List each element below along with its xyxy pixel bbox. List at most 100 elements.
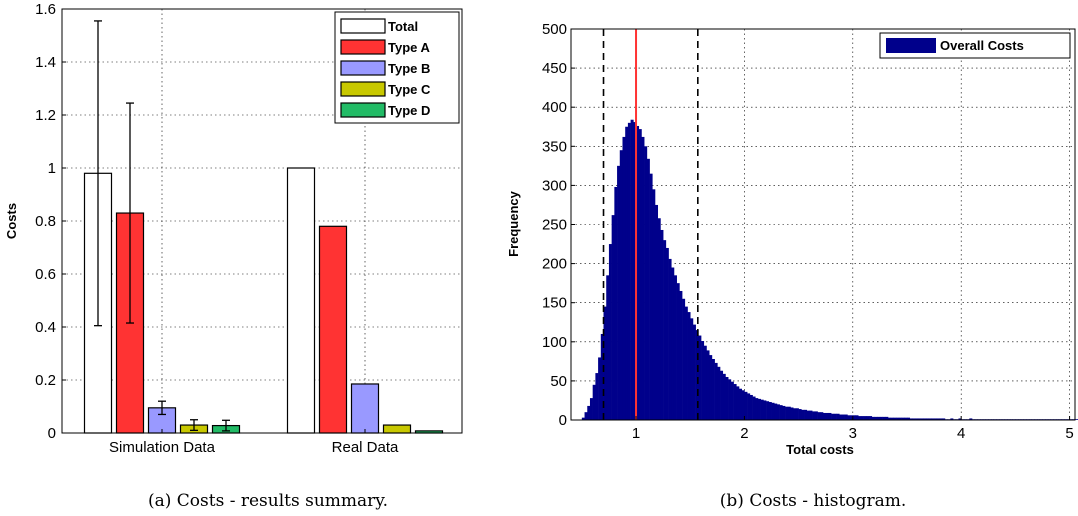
chart-b-bar bbox=[885, 416, 889, 420]
chart-b-bar bbox=[798, 409, 802, 420]
chart-b-bar bbox=[912, 418, 916, 420]
chart-a-y-tick-label: 0.4 bbox=[35, 319, 56, 336]
chart-b-y-tick-label: 100 bbox=[542, 334, 567, 351]
chart-b-bar bbox=[638, 129, 642, 420]
chart-b-bar bbox=[709, 355, 713, 420]
chart-b-bar bbox=[841, 414, 845, 420]
chart-b-bar bbox=[611, 215, 615, 420]
chart-a-legend-swatch bbox=[340, 102, 386, 118]
chart-b-bar bbox=[733, 384, 737, 420]
chart-b-bar bbox=[584, 412, 588, 420]
chart-b-bar bbox=[625, 126, 629, 420]
chart-a-legend-swatch bbox=[340, 81, 386, 97]
chart-a-y-tick-label: 1.2 bbox=[35, 107, 56, 124]
chart-b-bar bbox=[690, 318, 694, 420]
chart-b-bar bbox=[898, 417, 902, 420]
chart-b-bar bbox=[728, 379, 732, 420]
chart-b-bar bbox=[893, 417, 897, 420]
chart-a-y-tick-label: 0.6 bbox=[35, 266, 56, 283]
chart-b-bar bbox=[736, 386, 740, 420]
chart-a-y-tick-label: 0.8 bbox=[35, 213, 56, 230]
chart-b-bar bbox=[730, 381, 734, 420]
chart-b-bar bbox=[608, 244, 612, 420]
chart-b-bar bbox=[749, 394, 753, 420]
chart-b-bar bbox=[646, 158, 650, 420]
chart-b-bar bbox=[655, 204, 659, 420]
chart-b-bar bbox=[627, 122, 631, 420]
chart-b-bar bbox=[869, 416, 873, 420]
chart-b-bar bbox=[860, 416, 864, 420]
chart-a-caption: (a) Costs - results summary. bbox=[148, 491, 388, 511]
chart-a-error-bars bbox=[94, 20, 230, 432]
chart-b-bar bbox=[934, 418, 938, 420]
chart-a-x-tick-label: Real Data bbox=[332, 439, 399, 456]
chart-b-bar bbox=[852, 415, 856, 420]
chart-a-legend-label: Type A bbox=[388, 40, 431, 55]
chart-a-x-ticks: Simulation Data Real Data bbox=[109, 429, 399, 456]
chart-a-y-tick-label: 1.6 bbox=[35, 1, 56, 18]
chart-b-bar bbox=[755, 398, 759, 420]
chart-b-bar bbox=[936, 418, 940, 420]
chart-a-legend-label: Type C bbox=[388, 82, 431, 97]
chart-b-bar bbox=[587, 405, 591, 420]
chart-b-bar bbox=[695, 330, 699, 420]
chart-b-bar bbox=[660, 229, 664, 420]
chart-b-bar bbox=[771, 402, 775, 420]
chart-a-legend-label: Total bbox=[388, 19, 418, 34]
chart-b-bar bbox=[790, 407, 794, 420]
chart-b-bar bbox=[592, 384, 596, 420]
chart-b-bar bbox=[703, 345, 707, 420]
chart-a-y-tick-label: 0 bbox=[48, 425, 56, 442]
chart-b-bar bbox=[907, 417, 911, 420]
chart-b-bar bbox=[671, 267, 675, 420]
chart-b-legend-swatch bbox=[886, 38, 936, 53]
chart-b-bar bbox=[779, 405, 783, 420]
chart-b-bar bbox=[833, 413, 837, 420]
chart-b-bar bbox=[757, 398, 761, 420]
chart-b-bar bbox=[793, 408, 797, 420]
chart-b-bar bbox=[855, 415, 859, 420]
chart-b-y-tick-label: 400 bbox=[542, 99, 567, 116]
chart-b-bar bbox=[863, 416, 867, 420]
chart-b-bar bbox=[684, 306, 688, 420]
chart-b-bar bbox=[752, 396, 756, 420]
chart-b-bar bbox=[858, 416, 862, 420]
chart-b-bar bbox=[928, 418, 932, 420]
chart-b-reference-lines bbox=[602, 29, 699, 420]
chart-b-bar bbox=[871, 416, 875, 420]
chart-b-bar bbox=[814, 411, 818, 420]
chart-b-bar bbox=[663, 240, 667, 420]
chart-b-bar bbox=[844, 414, 848, 420]
chart-b-bar bbox=[812, 411, 816, 420]
chart-a-y-tick-label: 0.2 bbox=[35, 372, 56, 389]
chart-b-bar bbox=[950, 418, 954, 420]
chart-b-bar bbox=[879, 416, 883, 420]
chart-b-bars bbox=[581, 119, 1078, 421]
chart-b-y-tick-label: 350 bbox=[542, 138, 567, 155]
chart-b-y-tick-label: 50 bbox=[550, 373, 567, 390]
chart-b-bar bbox=[603, 306, 607, 420]
chart-b-bar bbox=[768, 402, 772, 420]
chart-b-x-tick-label: 3 bbox=[849, 425, 857, 442]
chart-a-legend-label: Type B bbox=[388, 61, 430, 76]
chart-a-y-ticks: 0 0.2 0.4 0.6 0.8 1 1.2 1.4 1.6 bbox=[35, 1, 66, 442]
chart-b-bar bbox=[823, 412, 827, 420]
chart-b-x-tick-label: 1 bbox=[632, 425, 640, 442]
chart-b-bar bbox=[701, 341, 705, 420]
chart-b-bar bbox=[847, 415, 851, 420]
chart-b-bar bbox=[657, 218, 661, 420]
chart-b-bar bbox=[598, 357, 602, 420]
chart-b-bar bbox=[614, 186, 618, 420]
chart-b-bar bbox=[676, 283, 680, 420]
chart-b-y-tick-label: 500 bbox=[542, 21, 567, 38]
chart-b-bar bbox=[831, 413, 835, 420]
chart-b-bar bbox=[633, 122, 637, 421]
chart-b-bar bbox=[741, 390, 745, 420]
chart-b-x-ticks: 1 2 3 4 5 bbox=[632, 416, 1074, 442]
chart-b-bar bbox=[747, 393, 751, 420]
chart-a-x-tick-label: Simulation Data bbox=[109, 439, 216, 456]
chart-b-bar bbox=[698, 335, 702, 420]
chart-b-bar bbox=[725, 376, 729, 420]
chart-b-bar bbox=[722, 373, 726, 420]
